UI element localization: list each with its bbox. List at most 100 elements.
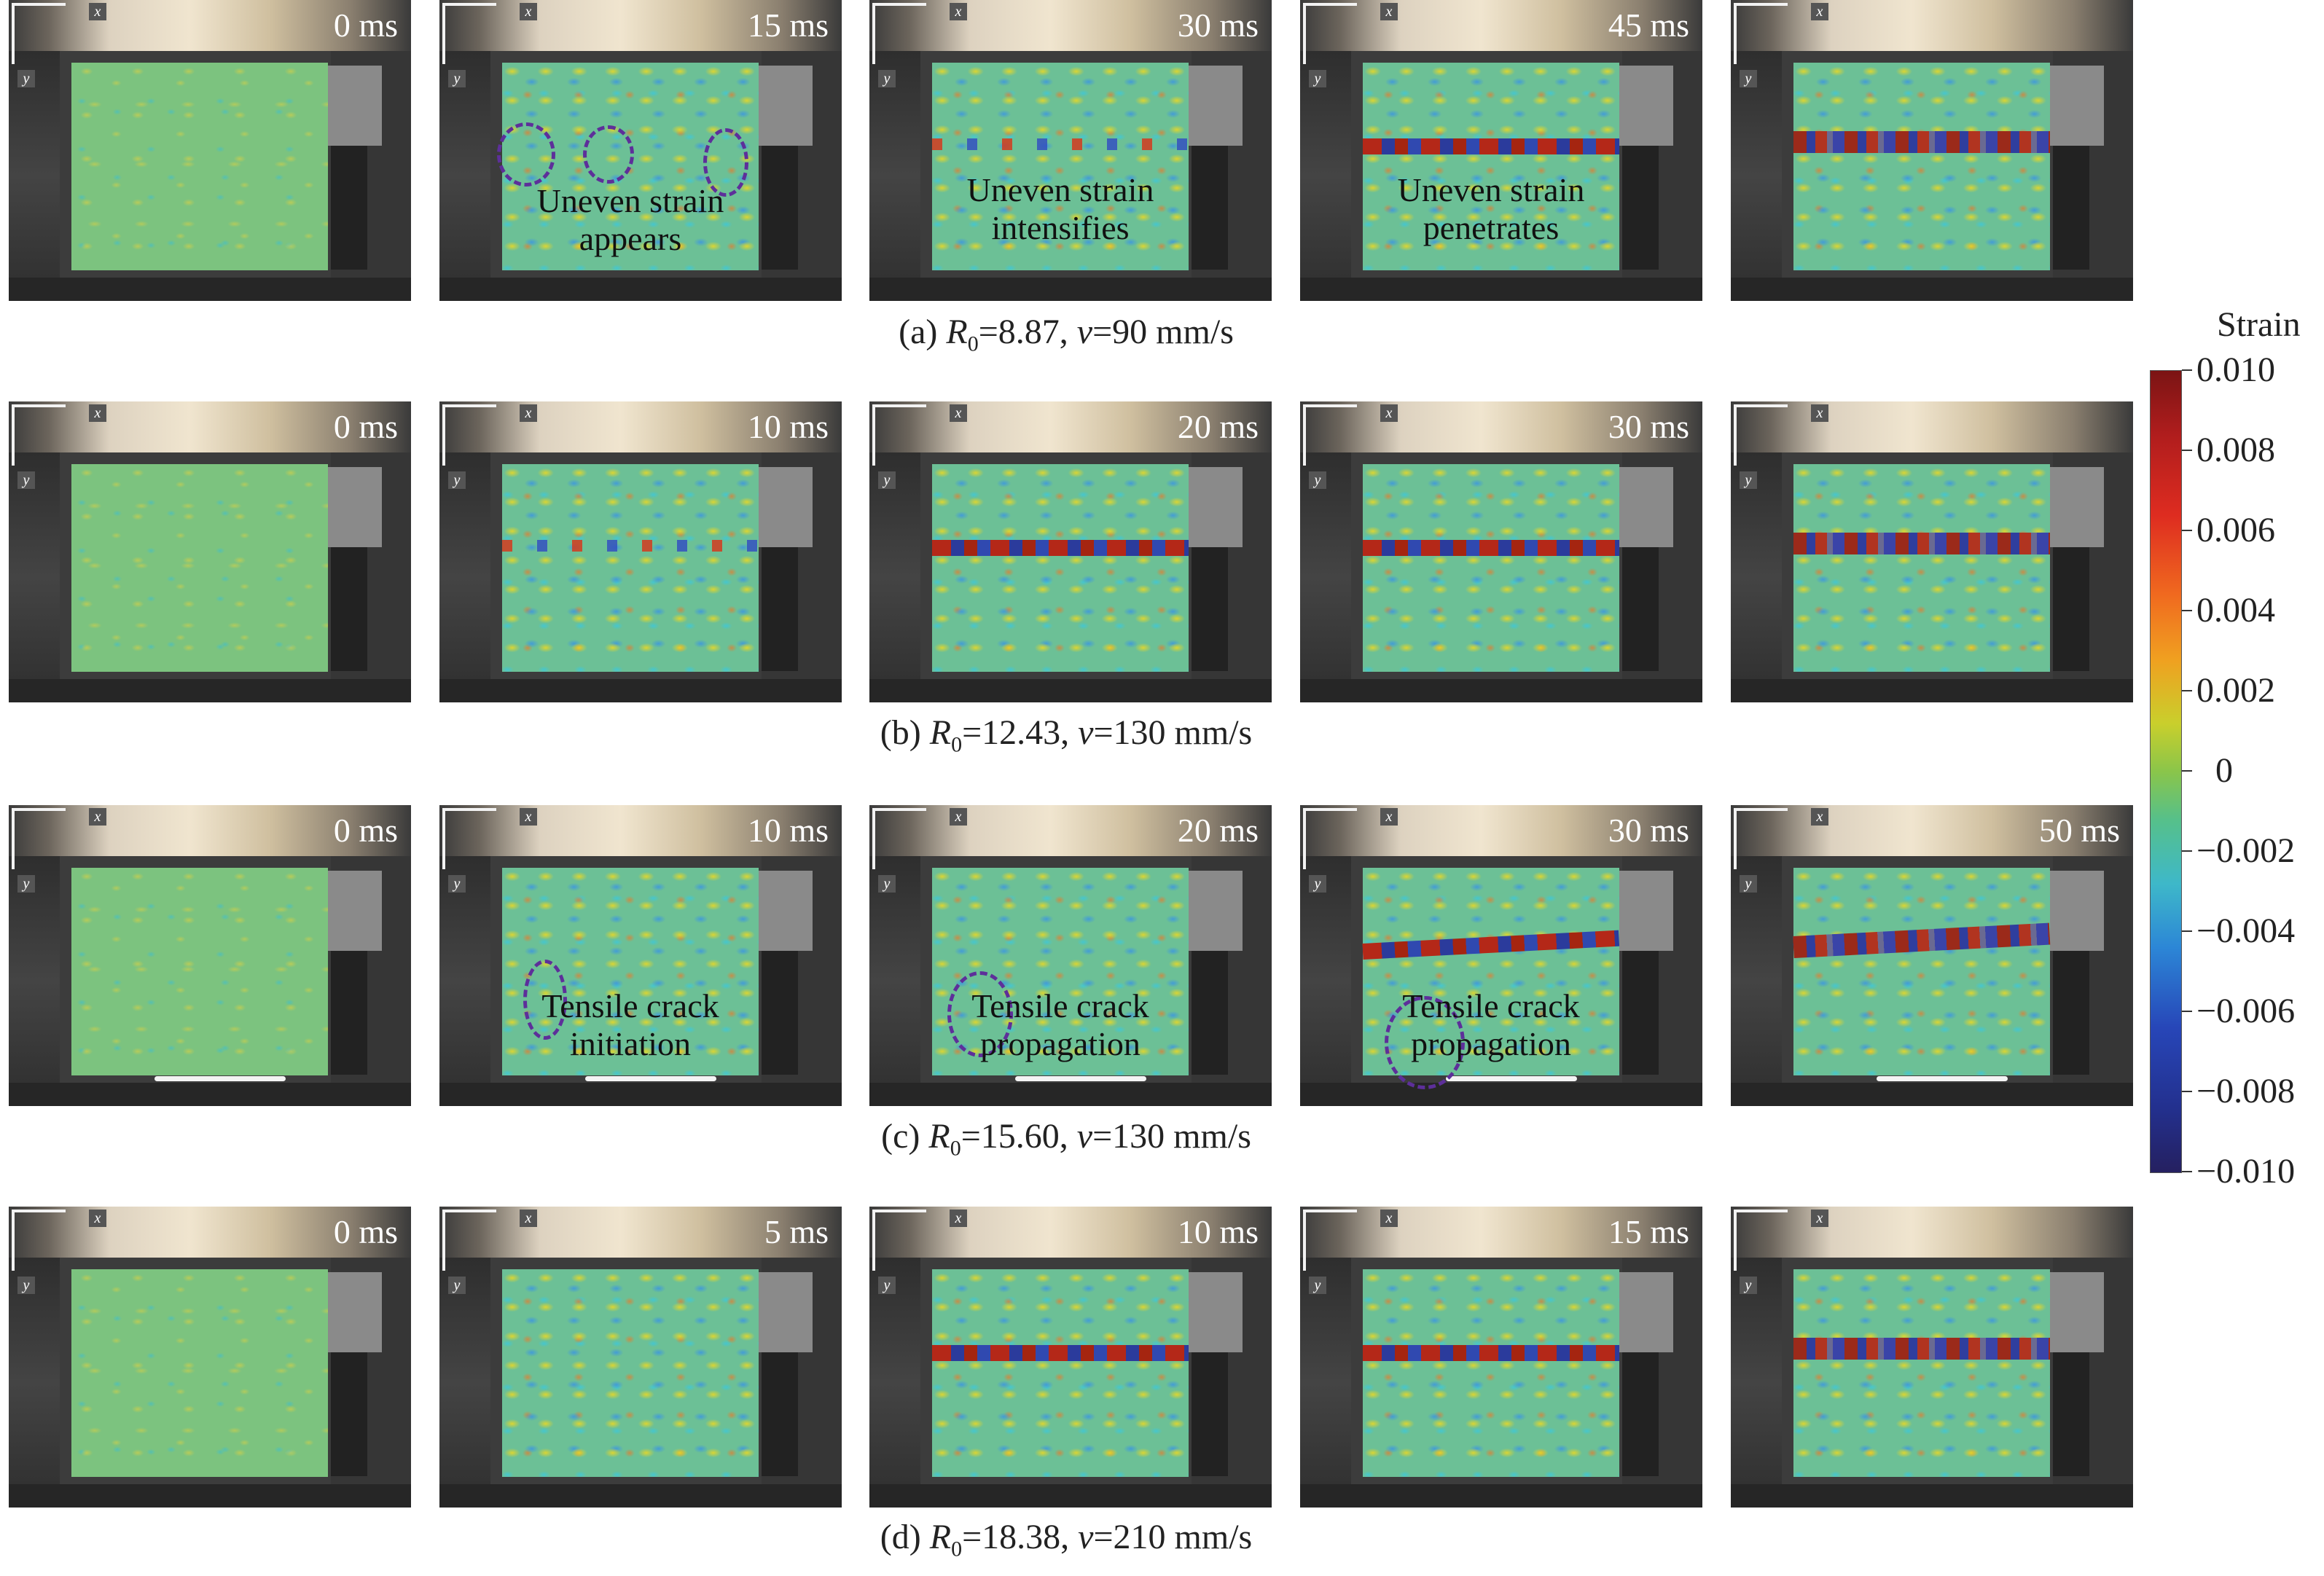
- x-axis-label: x: [950, 404, 967, 422]
- highlight-ellipse: [703, 128, 748, 197]
- r-value: =12.43,: [962, 713, 1079, 752]
- strain-field: [1793, 464, 2050, 672]
- x-axis-label: x: [1811, 404, 1828, 422]
- axis-bracket: [1734, 3, 1788, 64]
- crack-band: [1793, 131, 2050, 153]
- colorbar-tick-label: −0.010: [2196, 1152, 2296, 1191]
- floor-highlight: [154, 1076, 286, 1081]
- panel-row1-col4: x y: [1731, 401, 2133, 702]
- strain-field: [1363, 63, 1619, 270]
- r-symbol: R: [929, 1518, 952, 1556]
- axis-bracket: [1303, 404, 1357, 466]
- y-axis-label: y: [878, 471, 896, 489]
- x-axis-label: x: [89, 808, 106, 826]
- time-label: 50 ms: [2038, 812, 2120, 849]
- annotation: Uneven strain penetrates: [1363, 171, 1619, 247]
- time-label: 10 ms: [747, 408, 829, 445]
- x-axis-label: x: [950, 1210, 967, 1227]
- panel-row2-col4: x y 50 ms: [1731, 805, 2133, 1106]
- floor-highlight: [1877, 1076, 2008, 1081]
- caption-row1: (b) R0=12.43, v=130 mm/s: [0, 713, 2132, 758]
- colorbar-tick: [2182, 369, 2192, 371]
- annotation-line-1: Uneven strain: [1397, 171, 1585, 208]
- highlight-ellipse: [583, 125, 634, 184]
- annotation: Uneven strain appears: [502, 182, 759, 258]
- colorbar: [2150, 370, 2182, 1173]
- colorbar-tick: [2182, 1011, 2192, 1012]
- colorbar-tick-label: −0.006: [2196, 992, 2296, 1030]
- time-label: 0 ms: [333, 408, 398, 445]
- axis-bracket: [442, 404, 496, 466]
- r-value: =8.87,: [978, 313, 1077, 351]
- panel-row1-col3: x y 30 ms: [1300, 401, 1702, 702]
- strain-field: [502, 464, 759, 672]
- panel-row2-col1: x y 10 ms Tensile crack initiation: [439, 805, 842, 1106]
- r-subscript: 0: [951, 732, 963, 757]
- axis-bracket: [1303, 1210, 1357, 1271]
- caption-prefix: (a): [899, 313, 947, 351]
- axis-bracket: [872, 1210, 926, 1271]
- colorbar-tick-label: 0.002: [2196, 671, 2275, 710]
- annotation: Tensile crack propagation: [1363, 987, 1619, 1063]
- crack-band: [1793, 533, 2050, 554]
- axis-bracket: [442, 3, 496, 64]
- x-axis-label: x: [1380, 808, 1398, 826]
- y-axis-label: y: [448, 875, 466, 893]
- colorbar-title: Strain: [2217, 305, 2301, 344]
- annotation-line-2: initiation: [569, 1025, 692, 1062]
- x-axis-label: x: [520, 404, 537, 422]
- highlight-ellipse: [523, 960, 567, 1040]
- axis-bracket: [1303, 3, 1357, 64]
- axis-bracket: [1734, 1210, 1788, 1271]
- crack-band: [1363, 138, 1619, 154]
- strain-field: [71, 464, 328, 672]
- floor-highlight: [1446, 1076, 1577, 1081]
- floor-highlight: [585, 1076, 716, 1081]
- x-axis-label: x: [1380, 1210, 1398, 1227]
- v-symbol: v: [1078, 713, 1094, 752]
- panel-row3-col2: x y 10 ms: [869, 1207, 1272, 1508]
- axis-bracket: [872, 808, 926, 869]
- v-symbol: v: [1076, 1117, 1093, 1156]
- strain-field: [932, 1269, 1189, 1477]
- annotation: Tensile crack propagation: [932, 987, 1189, 1063]
- colorbar-tick: [2182, 930, 2192, 932]
- colorbar-tick-label: −0.002: [2196, 831, 2296, 870]
- colorbar-tick: [2182, 690, 2192, 691]
- axis-bracket: [12, 3, 66, 64]
- y-axis-label: y: [878, 70, 896, 87]
- annotation-line-1: Tensile crack: [541, 987, 719, 1024]
- y-axis-label: y: [17, 471, 35, 489]
- crack-band: [1793, 1338, 2050, 1360]
- axis-bracket: [872, 404, 926, 466]
- y-axis-label: y: [1309, 471, 1326, 489]
- crack-band: [932, 540, 1189, 556]
- strain-field: [1793, 63, 2050, 270]
- axis-bracket: [1303, 808, 1357, 869]
- panel-row0-col4: x y: [1731, 0, 2133, 301]
- r-value: =18.38,: [962, 1518, 1079, 1556]
- strain-field: [502, 1269, 759, 1477]
- caption-prefix: (b): [880, 713, 930, 752]
- panel-row3-col4: x y: [1731, 1207, 2133, 1508]
- y-axis-label: y: [1740, 1277, 1757, 1294]
- annotation-line-2: appears: [579, 220, 682, 257]
- time-label: 30 ms: [1608, 408, 1689, 445]
- y-axis-label: y: [878, 1277, 896, 1294]
- panel-row0-col2: x y 30 ms Uneven strain intensifies: [869, 0, 1272, 301]
- x-axis-label: x: [950, 3, 967, 20]
- floor-highlight: [1015, 1076, 1146, 1081]
- v-symbol: v: [1076, 313, 1093, 351]
- time-label: 5 ms: [764, 1213, 829, 1250]
- y-axis-label: y: [17, 1277, 35, 1294]
- y-axis-label: y: [1309, 1277, 1326, 1294]
- highlight-ellipse: [497, 122, 555, 187]
- time-label: 0 ms: [333, 7, 398, 44]
- y-axis-label: y: [1309, 875, 1326, 893]
- y-axis-label: y: [1309, 70, 1326, 87]
- x-axis-label: x: [1380, 3, 1398, 20]
- time-label: 10 ms: [1177, 1213, 1259, 1250]
- panel-row0-col3: x y 45 ms Uneven strain penetrates: [1300, 0, 1702, 301]
- colorbar-tick-label: 0: [2215, 751, 2233, 790]
- r-subscript: 0: [951, 1537, 963, 1561]
